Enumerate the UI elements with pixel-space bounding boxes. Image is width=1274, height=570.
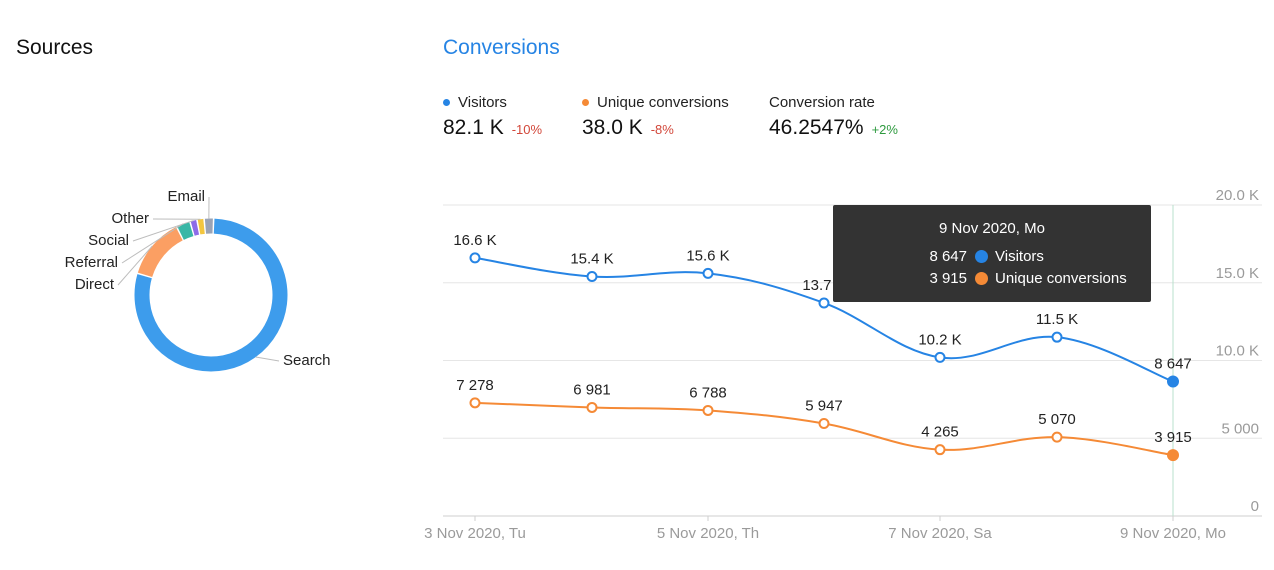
- data-point[interactable]: [588, 403, 597, 412]
- y-tick-label: 10.0 K: [1216, 343, 1259, 360]
- data-label: 4 265: [921, 424, 959, 441]
- y-tick-label: 0: [1251, 498, 1259, 515]
- visitors-dot-icon: [975, 250, 988, 263]
- data-label: 15.6 K: [686, 247, 729, 264]
- data-point[interactable]: [820, 419, 829, 428]
- data-point[interactable]: [588, 272, 597, 281]
- tooltip-title: 9 Nov 2020, Mo: [833, 220, 1151, 237]
- unique-conversions-dot-icon: [975, 272, 988, 285]
- data-label: 6 981: [573, 381, 611, 398]
- data-label: 3 915: [1154, 429, 1192, 446]
- data-label: 8 647: [1154, 356, 1192, 373]
- data-point[interactable]: [1168, 450, 1178, 460]
- tooltip-row-unique-conversions: 3 915 Unique conversions: [833, 270, 1151, 287]
- data-label: 16.6 K: [453, 232, 496, 249]
- data-point[interactable]: [704, 406, 713, 415]
- data-point[interactable]: [471, 398, 480, 407]
- data-label: 6 788: [689, 384, 727, 401]
- chart-tooltip: 9 Nov 2020, Mo 8 647 Visitors 3 915 Uniq…: [833, 205, 1151, 302]
- tooltip-value: 8 647: [833, 248, 967, 265]
- data-point[interactable]: [1053, 433, 1062, 442]
- data-label: 11.5 K: [1036, 311, 1078, 328]
- x-tick-label: 5 Nov 2020, Th: [657, 525, 759, 542]
- data-label: 5 070: [1038, 411, 1076, 428]
- data-point[interactable]: [1053, 333, 1062, 342]
- tooltip-row-visitors: 8 647 Visitors: [833, 248, 1151, 265]
- y-tick-label: 5 000: [1221, 420, 1259, 437]
- data-label: 7 278: [456, 377, 494, 394]
- data-point[interactable]: [936, 353, 945, 362]
- y-tick-label: 20.0 K: [1216, 187, 1259, 204]
- data-point[interactable]: [704, 269, 713, 278]
- tooltip-value: 3 915: [833, 270, 967, 287]
- tooltip-label: Visitors: [995, 248, 1044, 265]
- data-label: 15.4 K: [570, 251, 613, 268]
- x-tick-label: 3 Nov 2020, Tu: [424, 525, 526, 542]
- data-point[interactable]: [1168, 377, 1178, 387]
- x-tick-label: 9 Nov 2020, Mo: [1120, 525, 1226, 542]
- data-point[interactable]: [936, 445, 945, 454]
- x-tick-label: 7 Nov 2020, Sa: [888, 525, 992, 542]
- data-label: 5 947: [805, 398, 843, 415]
- data-point[interactable]: [471, 253, 480, 262]
- data-point[interactable]: [820, 298, 829, 307]
- y-tick-label: 15.0 K: [1216, 265, 1259, 282]
- tooltip-label: Unique conversions: [995, 270, 1127, 287]
- data-label: 10.2 K: [918, 331, 961, 348]
